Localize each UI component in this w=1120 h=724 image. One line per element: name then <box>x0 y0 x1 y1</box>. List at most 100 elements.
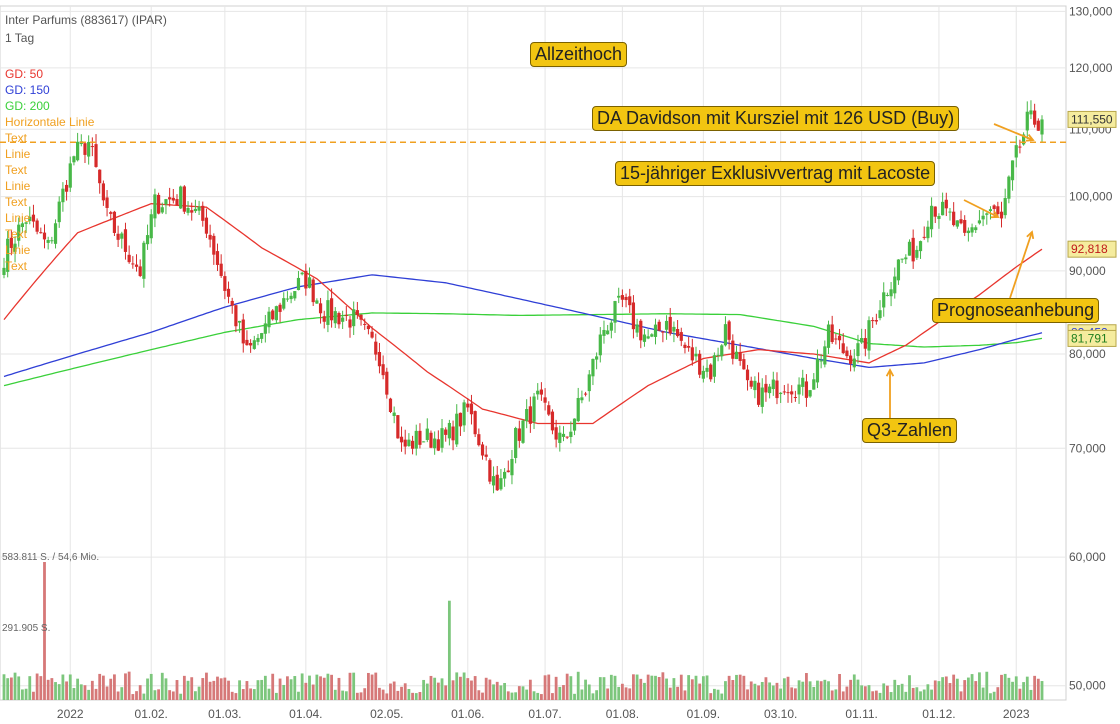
candle-body <box>451 426 455 441</box>
volume-bar <box>528 679 532 700</box>
x-tick-label: 01.09. <box>687 707 720 721</box>
volume-bar <box>39 676 43 700</box>
candle-body <box>1033 110 1037 125</box>
candle-body <box>650 334 654 337</box>
volume-bar <box>661 672 665 700</box>
candle-body <box>1025 111 1029 131</box>
volume-bar <box>105 686 109 700</box>
volume-bar <box>738 674 742 700</box>
candle-body <box>407 439 411 447</box>
candle-body <box>436 439 440 451</box>
candle-body <box>863 338 867 349</box>
volume-bar <box>422 679 426 700</box>
candle-body <box>860 338 864 343</box>
candle-body <box>64 184 69 192</box>
candle-body <box>484 454 488 457</box>
candle-body <box>31 214 36 222</box>
volume-bar <box>249 688 253 700</box>
candle-body <box>480 444 485 456</box>
candle-body <box>348 319 352 328</box>
candle-body <box>848 355 853 364</box>
volume-bar <box>981 687 985 700</box>
volume-bar <box>205 672 208 700</box>
candle-body <box>687 345 691 348</box>
candle-body <box>230 300 234 306</box>
volume-bar <box>61 674 65 700</box>
candle-body <box>698 353 702 375</box>
volume-bar <box>429 675 433 700</box>
candle-body <box>609 322 613 331</box>
volume-bar <box>322 677 326 700</box>
candle-body <box>539 389 544 395</box>
volume-bar <box>378 687 381 700</box>
volume-bar <box>76 678 80 700</box>
candle-body <box>830 324 834 342</box>
volume-bar <box>43 562 46 700</box>
candle-body <box>20 223 25 228</box>
candle-body <box>896 259 901 281</box>
volume-bar <box>208 681 212 700</box>
volume-bar <box>352 672 356 700</box>
volume-bar <box>609 674 613 700</box>
volume-bar <box>996 687 1000 700</box>
volume-max-label: 583.811 S. / 54,6 Mio. <box>2 552 100 563</box>
volume-bar <box>676 686 679 700</box>
candle-body <box>76 141 80 161</box>
volume-bar <box>263 675 267 700</box>
candle-body <box>201 205 205 221</box>
legend-item: GD: 150 <box>5 83 50 97</box>
volume-bar <box>153 690 157 700</box>
legend-item: Linie <box>5 147 31 161</box>
volume-bar <box>389 683 392 700</box>
candle-body <box>974 227 978 231</box>
candle-body <box>598 334 602 356</box>
volume-bar <box>587 684 591 700</box>
volume-bar <box>462 672 466 700</box>
candle-body <box>333 311 337 324</box>
volume-bar <box>584 679 587 700</box>
candle-body <box>955 220 959 227</box>
volume-bar <box>838 673 841 700</box>
annotation-arrow <box>963 199 999 218</box>
volume-bar <box>72 688 76 700</box>
volume-bar <box>720 693 724 700</box>
volume-bar <box>392 681 396 700</box>
candle-body <box>871 320 875 322</box>
candle-body <box>948 211 952 213</box>
volume-bar <box>937 681 941 700</box>
volume-bar <box>171 691 175 700</box>
candle-body <box>374 341 378 355</box>
volume-bar <box>216 676 219 700</box>
candle-body <box>326 300 330 325</box>
candle-body <box>543 397 547 403</box>
candle-body <box>506 470 510 473</box>
candle-body <box>642 334 647 342</box>
volume-bar <box>915 687 919 700</box>
candle-body <box>311 279 315 303</box>
volume-bar <box>786 676 790 700</box>
annotation-arrow <box>1009 231 1033 299</box>
candle-body <box>186 208 190 213</box>
candle-body <box>952 211 956 226</box>
candle-body <box>1018 146 1022 148</box>
candle-body <box>355 310 359 315</box>
volume-bar <box>101 675 105 700</box>
volume-bar <box>260 679 264 700</box>
candle-body <box>639 320 643 341</box>
candle-body <box>580 397 584 401</box>
volume-bar <box>650 675 654 700</box>
candle-body <box>116 233 120 240</box>
volume-bar <box>716 689 720 700</box>
volume-bar <box>503 682 506 700</box>
volume-bar <box>841 691 845 700</box>
candle-body <box>941 201 945 216</box>
volume-bar <box>900 683 904 700</box>
x-tick-label: 01.08. <box>606 707 639 721</box>
candle-body <box>981 215 985 220</box>
volume-bar <box>414 693 418 700</box>
candle-body <box>606 330 610 335</box>
candle-body <box>613 301 617 323</box>
volume-bar <box>219 678 223 700</box>
candle-body <box>900 258 904 260</box>
y-tick-label: 50,000 <box>1069 679 1106 693</box>
